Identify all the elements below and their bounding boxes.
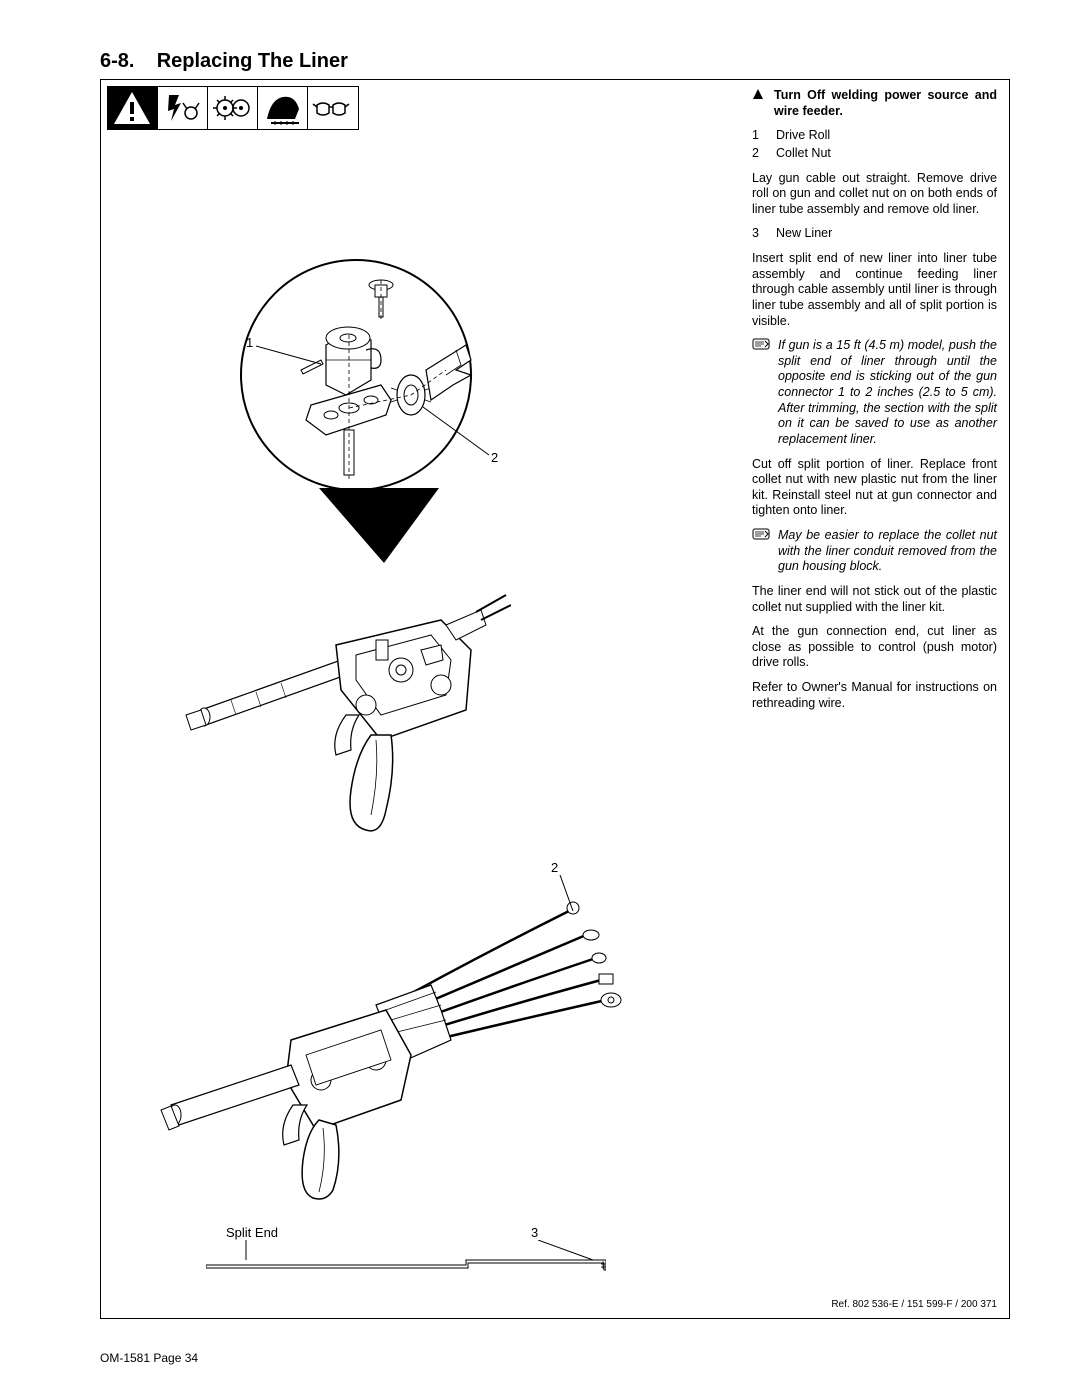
moving-parts-icon <box>208 87 258 129</box>
section-heading: 6-8. Replacing The Liner <box>100 50 1010 73</box>
leader-2b <box>558 875 578 915</box>
note-1-text: If gun is a 15 ft (4.5 m) model, push th… <box>778 338 997 447</box>
leader-2 <box>421 405 491 460</box>
instructions-column: Turn Off welding power source and wire f… <box>752 88 997 720</box>
shock-hazard-icon <box>158 87 208 129</box>
warning-icon-strip <box>107 86 359 130</box>
callout-2b: 2 <box>551 860 558 875</box>
section-title-text: Replacing The Liner <box>157 50 348 72</box>
warning-text: Turn Off welding power source and wire f… <box>774 88 997 119</box>
leader-1 <box>256 342 326 372</box>
section-number: 6-8. <box>100 50 134 72</box>
para-d: The liner end will not stick out of the … <box>752 584 997 615</box>
page-footer: OM-1581 Page 34 <box>100 1351 198 1365</box>
leader-3 <box>538 1240 598 1262</box>
warning-triangle-icon <box>107 86 157 130</box>
gun-upper-figure <box>181 540 511 840</box>
split-end-label: Split End <box>226 1225 278 1240</box>
filled-triangle-icon <box>752 88 766 119</box>
para-e: At the gun connection end, cut liner as … <box>752 624 997 671</box>
para-a: Lay gun cable out straight. Remove drive… <box>752 171 997 218</box>
eye-protection-icon <box>308 87 358 129</box>
para-f: Refer to Owner's Manual for instructions… <box>752 680 997 711</box>
figure-region: 1 2 <box>111 140 671 1300</box>
warning-line: Turn Off welding power source and wire f… <box>752 88 997 119</box>
note-icon <box>752 338 770 447</box>
callout-2: 2 <box>491 450 498 465</box>
para-b: Insert split end of new liner into liner… <box>752 251 997 329</box>
part-3: 3 New Liner <box>752 226 997 242</box>
gun-lower-figure <box>151 880 651 1200</box>
note-2-text: May be easier to replace the collet nut … <box>778 528 997 575</box>
part-1: 1 Drive Roll <box>752 128 997 144</box>
note-2: May be easier to replace the collet nut … <box>752 528 997 575</box>
content-frame: Turn Off welding power source and wire f… <box>100 79 1010 1319</box>
leader-split <box>241 1240 251 1260</box>
detail-circle-figure <box>231 250 481 500</box>
note-icon <box>752 528 770 575</box>
note-1: If gun is a 15 ft (4.5 m) model, push th… <box>752 338 997 447</box>
hot-parts-icon <box>258 87 308 129</box>
callout-1: 1 <box>246 335 253 350</box>
reference-number: Ref. 802 536-E / 151 599-F / 200 371 <box>831 1299 997 1310</box>
callout-3: 3 <box>531 1225 538 1240</box>
part-2: 2 Collet Nut <box>752 146 997 162</box>
para-c: Cut off split portion of liner. Replace … <box>752 457 997 520</box>
hazard-icons-box <box>157 86 359 130</box>
